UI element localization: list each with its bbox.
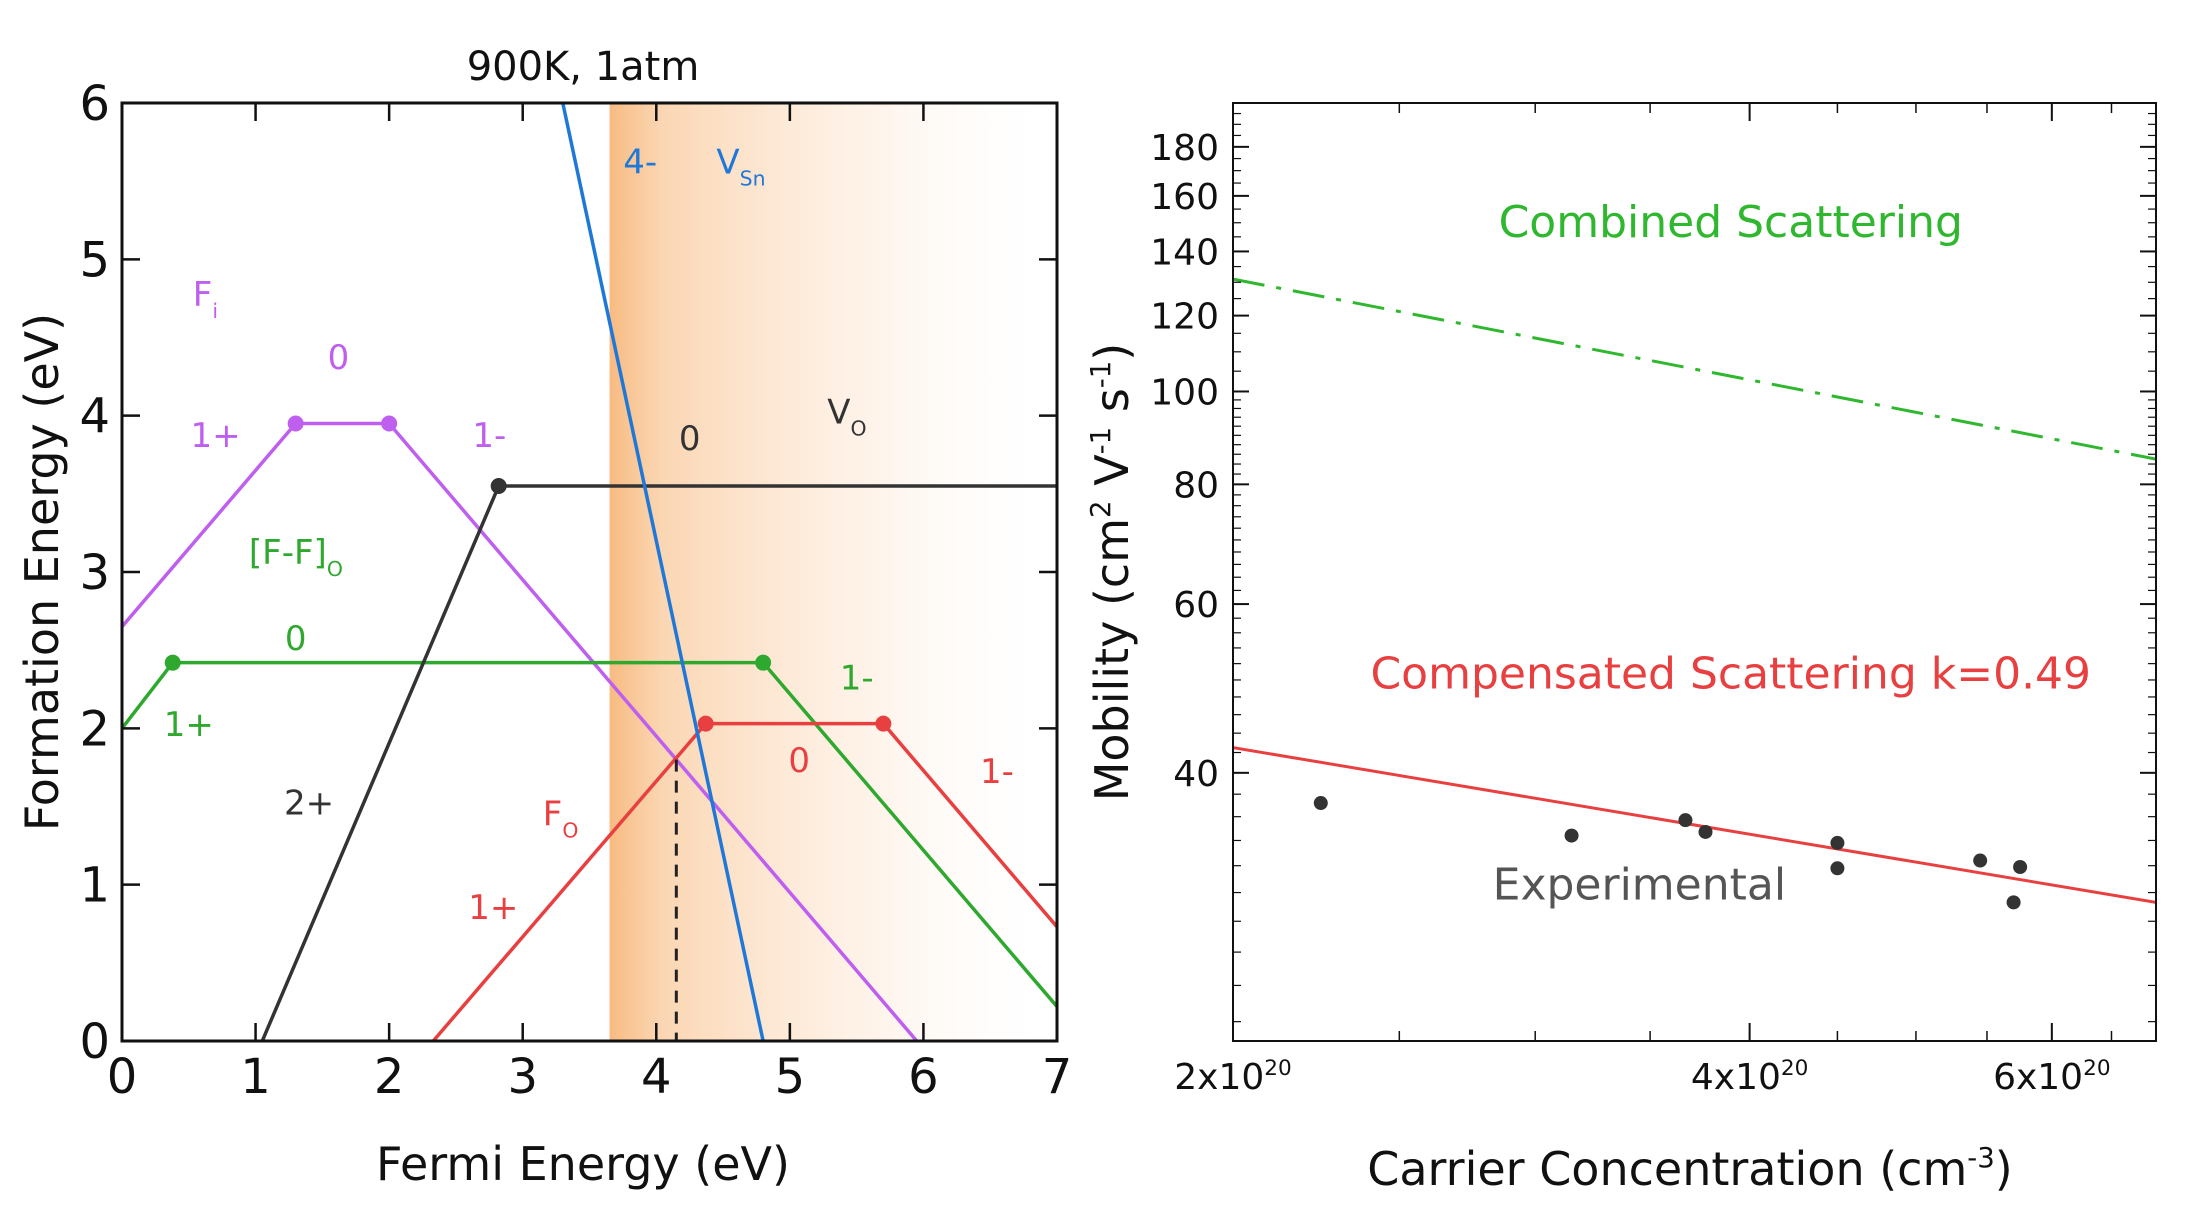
right-x-axis-label: Carrier Concentration (cm-3) — [1367, 1141, 2013, 1196]
series-label-0: Combined Scattering — [1499, 197, 1963, 248]
experimental-point — [1564, 828, 1579, 843]
transition-point-FF_O — [164, 654, 181, 671]
charge-label-F_i: 1- — [472, 416, 506, 456]
charge-label-V_Sn: 4- — [623, 142, 657, 182]
left-axis-ticks: 0 1 2 3 4 5 6 7 0 1 2 3 4 5 6 — [79, 76, 1072, 1105]
experimental-point — [2006, 895, 2021, 910]
y-tick-label: 140 — [1150, 232, 1219, 273]
transition-point-F_i — [381, 415, 398, 432]
y-tick-label: 6 — [79, 76, 110, 132]
line-F_i — [122, 421, 920, 1041]
y-tick-label: 40 — [1173, 754, 1219, 795]
series-name-FF_O: [F-F]O — [249, 533, 343, 581]
defect-labels: 1+ 0 1- 1+ 0 1- 2+ 0 1+ 0 1- 4- Fi [F-F]O VO FO VSn — [164, 142, 1014, 928]
x-tick-label: 5 — [775, 1049, 806, 1105]
series-name-V_Sn: VSn — [716, 142, 765, 190]
right-y-axis-label: Mobility (cm2 V-1 s-1) — [1084, 343, 1139, 802]
series-line-1 — [1233, 746, 2156, 904]
line-F_O — [431, 721, 1057, 1041]
experimental-points — [1313, 796, 2028, 910]
y-tick-label: 180 — [1150, 128, 1219, 169]
mobility-labels: Combined Scattering Compensated Scatterin… — [1370, 197, 2091, 911]
x-tick-label: 1 — [240, 1049, 271, 1105]
x-tick-label: 4x1020 — [1691, 1056, 1809, 1098]
mobility-chart: 2x1020 4x1020 6x1020406080100120140160180 … — [1084, 102, 2157, 1196]
x-tick-label: 0 — [107, 1049, 138, 1105]
charge-label-FF_O: 1+ — [164, 705, 214, 745]
y-tick-label: 1 — [79, 858, 110, 914]
mobility-lines — [1233, 277, 2156, 904]
charge-label-F_O: 1+ — [468, 888, 518, 928]
y-tick-label: 5 — [79, 232, 110, 288]
y-tick-label: 0 — [79, 1014, 110, 1070]
experimental-point — [1698, 824, 1713, 839]
x-tick-label: 4 — [641, 1049, 672, 1105]
transition-point-F_O — [697, 715, 714, 732]
experimental-point — [1830, 861, 1845, 876]
experimental-point — [1313, 796, 1328, 811]
charge-label-F_O: 0 — [788, 741, 810, 781]
y-tick-label: 3 — [79, 545, 110, 601]
y-tick-label: 160 — [1150, 177, 1219, 218]
experimental-point — [1973, 853, 1988, 868]
series-label-1: Compensated Scattering k=0.49 — [1370, 648, 2091, 699]
series-name-V_O: VO — [827, 392, 866, 440]
y-tick-label: 60 — [1173, 585, 1219, 626]
experimental-label: Experimental — [1493, 860, 1786, 911]
transition-point-FF_O — [755, 654, 772, 671]
charge-label-FF_O: 1- — [840, 658, 874, 698]
charge-label-F_i: 1+ — [190, 416, 240, 456]
band-gap-shading — [609, 103, 1057, 1041]
left-chart-title: 900K, 1atm — [467, 44, 700, 90]
experimental-point — [1678, 813, 1693, 828]
left-y-axis-label: Formation Energy (eV) — [15, 313, 69, 831]
transition-point-V_O — [490, 478, 507, 495]
formation-energy-chart: 0 1 2 3 4 5 6 7 0 1 2 3 4 5 6 1+ 0 1- 1+ 0 1- 2+ 0 1+ 0 1- 4- Fi [F… — [15, 44, 1072, 1191]
charge-label-V_O: 2+ — [284, 783, 334, 823]
line-V_Sn — [561, 103, 765, 1041]
left-x-axis-label: Fermi Energy (eV) — [376, 1137, 790, 1191]
x-tick-label: 2x1020 — [1174, 1056, 1292, 1098]
series-name-F_i: Fi — [193, 275, 218, 323]
line-FF_O — [122, 660, 1057, 1008]
x-tick-label: 3 — [507, 1049, 538, 1105]
x-tick-label: 6x1020 — [1993, 1056, 2111, 1098]
y-tick-label: 4 — [79, 389, 110, 445]
transition-point-F_O — [875, 715, 892, 732]
series-name-F_O: FO — [543, 794, 579, 842]
charge-label-F_i: 0 — [328, 338, 350, 378]
series-line-0 — [1233, 277, 2156, 461]
y-tick-label: 120 — [1150, 297, 1219, 338]
charge-label-F_O: 1- — [980, 752, 1014, 792]
y-tick-label: 80 — [1173, 465, 1219, 506]
experimental-point — [2013, 859, 2028, 874]
x-tick-label: 6 — [908, 1049, 939, 1105]
y-tick-label: 2 — [79, 701, 110, 757]
transition-point-F_i — [287, 415, 304, 432]
experimental-point — [1830, 835, 1845, 850]
x-tick-label: 2 — [374, 1049, 405, 1105]
charge-label-V_O: 0 — [679, 419, 701, 459]
x-tick-label: 7 — [1042, 1049, 1073, 1105]
right-axis-ticks: 2x1020 4x1020 6x1020 40 60 80 100 120 140 160 180 — [1150, 102, 2156, 1098]
defect-lines — [122, 103, 1057, 1041]
charge-label-FF_O: 0 — [285, 619, 307, 659]
y-tick-label: 100 — [1150, 372, 1219, 413]
right-plot-frame — [1232, 102, 2157, 1042]
